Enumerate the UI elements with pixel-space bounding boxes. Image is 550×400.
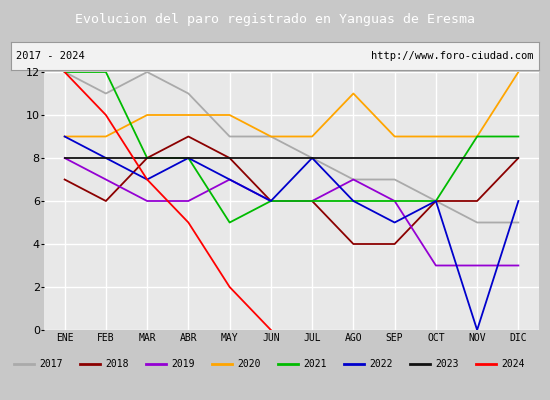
Text: 2021: 2021	[304, 359, 327, 369]
Text: 2022: 2022	[370, 359, 393, 369]
Text: 2024: 2024	[502, 359, 525, 369]
Text: 2018: 2018	[106, 359, 129, 369]
Text: 2020: 2020	[238, 359, 261, 369]
Text: 2023: 2023	[436, 359, 459, 369]
Text: 2019: 2019	[172, 359, 195, 369]
Text: Evolucion del paro registrado en Yanguas de Eresma: Evolucion del paro registrado en Yanguas…	[75, 14, 475, 26]
Text: 2017 - 2024: 2017 - 2024	[16, 51, 85, 61]
Text: 2017: 2017	[40, 359, 63, 369]
Text: http://www.foro-ciudad.com: http://www.foro-ciudad.com	[371, 51, 534, 61]
